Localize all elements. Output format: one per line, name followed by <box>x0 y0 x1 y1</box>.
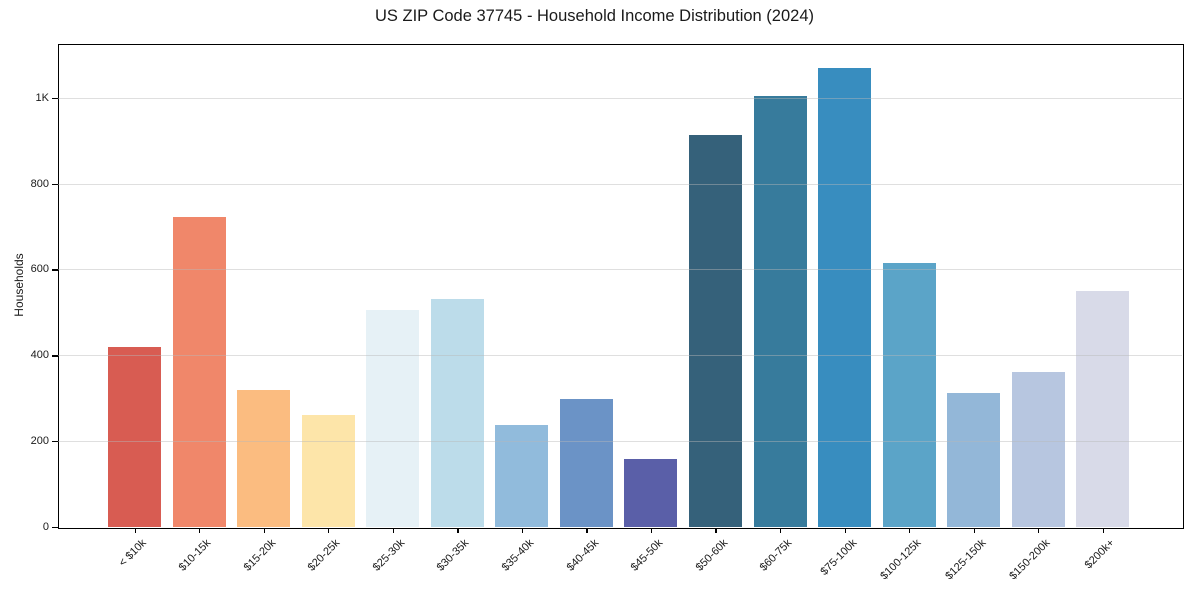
x-tick-mark <box>392 528 394 533</box>
bar <box>753 96 807 527</box>
x-tick-label: $10-15k <box>176 537 214 574</box>
x-tick-mark <box>328 528 330 533</box>
bar <box>366 310 420 527</box>
y-gridline <box>58 269 1182 271</box>
x-tick-label: < $10k <box>116 537 149 570</box>
x-tick-label: $200k+ <box>1083 537 1118 572</box>
x-tick-label: $40-45k <box>564 537 601 574</box>
x-tick-mark <box>844 528 846 533</box>
x-tick-mark <box>909 528 911 533</box>
x-tick-mark <box>134 528 136 533</box>
y-tick-label: 1K <box>35 91 49 104</box>
y-tick-mark <box>52 355 58 357</box>
x-tick-label: $15-20k <box>241 537 279 574</box>
x-tick-mark <box>586 528 588 533</box>
y-tick-label: 0 <box>42 521 49 533</box>
x-tick-mark <box>521 528 524 533</box>
x-tick-label: $25-30k <box>370 537 408 574</box>
bar <box>172 217 226 527</box>
y-gridline <box>58 441 1182 443</box>
x-tick-mark <box>1038 528 1040 533</box>
bar <box>108 346 161 527</box>
y-tick-label: 800 <box>30 177 49 190</box>
y-tick-label: 600 <box>30 263 49 276</box>
x-tick-label: $60-75k <box>757 537 795 574</box>
bar <box>882 262 936 527</box>
y-axis-label: Households <box>12 253 26 317</box>
y-gridline <box>58 183 1182 185</box>
bar <box>818 67 872 527</box>
x-tick-mark <box>457 528 459 533</box>
y-tick-mark <box>52 527 58 529</box>
bar <box>1076 291 1130 527</box>
x-tick-label: $125-150k <box>942 537 989 583</box>
x-tick-label: $20-25k <box>306 537 343 574</box>
x-tick-mark <box>1102 528 1105 533</box>
x-tick-mark <box>973 528 975 533</box>
x-tick-label: $35-40k <box>499 537 537 574</box>
y-tick-mark <box>52 97 58 99</box>
x-tick-label: $75-100k <box>818 537 860 578</box>
bar <box>559 399 613 527</box>
bar <box>624 459 678 527</box>
x-tick-mark <box>715 528 717 533</box>
y-gridline <box>58 97 1182 99</box>
bar <box>947 392 1001 527</box>
x-tick-mark <box>263 528 265 533</box>
bar <box>430 298 484 527</box>
bar <box>1011 372 1065 527</box>
x-tick-label: $100-125k <box>878 537 924 583</box>
bar <box>237 389 291 527</box>
y-tick-mark <box>52 269 58 271</box>
bar <box>688 135 742 527</box>
y-tick-label: 200 <box>30 435 49 448</box>
x-tick-label: $30-35k <box>435 537 472 574</box>
y-tick-label: 400 <box>30 349 49 362</box>
y-tick-mark <box>52 183 58 185</box>
bar <box>495 425 549 527</box>
x-tick-mark <box>199 528 201 533</box>
x-tick-label: $50-60k <box>693 537 730 574</box>
y-gridline <box>58 355 1182 357</box>
x-tick-mark <box>780 528 782 533</box>
x-tick-label: $45-50k <box>628 537 666 574</box>
bar <box>301 414 355 527</box>
y-tick-mark <box>52 441 58 443</box>
x-tick-label: $150-200k <box>1007 537 1053 583</box>
x-tick-mark <box>650 528 653 533</box>
chart-title: US ZIP Code 37745 - Household Income Dis… <box>374 7 814 25</box>
